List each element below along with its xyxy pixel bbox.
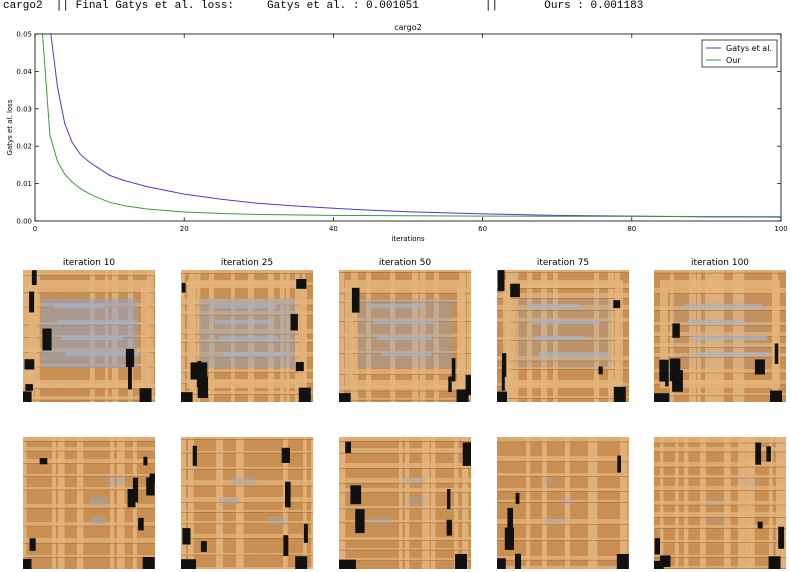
y-tick-label: 0.00	[16, 218, 32, 226]
iteration-caption: iteration 75	[536, 258, 590, 268]
legend-box	[701, 39, 778, 68]
y-axis-label: Gatys et al. loss	[6, 99, 14, 155]
crate-output-image	[181, 270, 313, 402]
series-line-gatys	[50, 34, 781, 218]
chart-title: cargo2	[394, 23, 422, 32]
loss-chart: 0 20 40 60 80 100 0.00 0.01 0.02 0.03 0.04 0.05 carg…	[6, 23, 788, 243]
x-tick-label: 40	[329, 225, 338, 233]
y-tick-label: 0.03	[16, 105, 32, 113]
crate-texture-image	[654, 437, 786, 569]
legend-label: Our	[726, 56, 741, 65]
crate-output-image	[497, 270, 629, 402]
iteration-caption: iteration 25	[220, 258, 274, 268]
x-tick-label: 20	[180, 225, 189, 233]
y-tick-label: 0.04	[16, 68, 32, 76]
x-tick-label: 60	[478, 225, 487, 233]
crate-output-image	[339, 270, 471, 402]
series-line-ours	[42, 34, 781, 218]
crate-output-image	[654, 270, 786, 402]
x-tick-label: 80	[627, 225, 636, 233]
iteration-caption: iteration 100	[690, 258, 750, 268]
y-tick-label: 0.05	[16, 31, 32, 39]
results-header: cargo2 || Final Gatys et al. loss: Gatys…	[3, 0, 644, 12]
iteration-caption: iteration 50	[378, 258, 432, 268]
crate-texture-image	[23, 437, 155, 569]
crate-texture-image	[497, 437, 629, 569]
y-tick-label: 0.01	[16, 180, 32, 188]
iteration-caption: iteration 10	[62, 258, 116, 268]
y-tick-label: 0.02	[16, 143, 32, 151]
plot-frame	[34, 33, 782, 222]
crate-output-image	[23, 270, 155, 402]
crate-texture-image	[339, 437, 471, 569]
x-tick-label: 0	[33, 225, 37, 233]
x-axis-label: iterations	[391, 235, 425, 243]
x-tick-label: 100	[774, 225, 787, 233]
legend-label: Gatys et al.	[726, 44, 772, 53]
crate-texture-image	[181, 437, 313, 569]
